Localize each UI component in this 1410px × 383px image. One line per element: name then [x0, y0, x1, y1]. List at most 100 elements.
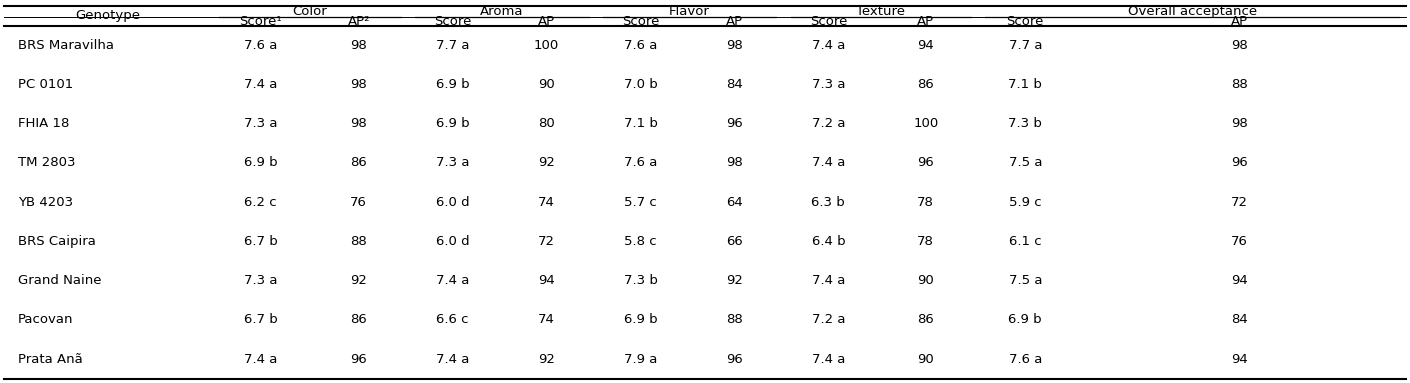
Text: 90: 90 [918, 274, 935, 287]
Text: 66: 66 [726, 235, 743, 248]
Text: 7.4 a: 7.4 a [436, 274, 470, 287]
Text: 96: 96 [1231, 157, 1248, 170]
Text: 7.5 a: 7.5 a [1008, 157, 1042, 170]
Text: 7.7 a: 7.7 a [436, 39, 470, 52]
Text: 7.2 a: 7.2 a [812, 117, 845, 130]
Text: 72: 72 [539, 235, 556, 248]
Text: Color: Color [292, 5, 327, 18]
Text: YB 4203: YB 4203 [18, 196, 73, 209]
Text: 6.1 c: 6.1 c [1010, 235, 1042, 248]
Text: 7.6 a: 7.6 a [1008, 353, 1042, 366]
Text: 98: 98 [1231, 39, 1248, 52]
Text: 7.1 b: 7.1 b [1008, 78, 1042, 91]
Text: 7.4 a: 7.4 a [812, 353, 845, 366]
Text: 7.6 a: 7.6 a [623, 157, 657, 170]
Text: Score: Score [434, 15, 471, 28]
Text: 6.9 b: 6.9 b [623, 313, 657, 326]
Text: 94: 94 [1231, 353, 1248, 366]
Text: 88: 88 [1231, 78, 1248, 91]
Text: BRS Caipira: BRS Caipira [18, 235, 96, 248]
Text: 94: 94 [1231, 274, 1248, 287]
Text: 7.7 a: 7.7 a [1008, 39, 1042, 52]
Text: 78: 78 [918, 235, 935, 248]
Text: 88: 88 [351, 235, 367, 248]
Text: 86: 86 [351, 313, 367, 326]
Text: 96: 96 [918, 157, 935, 170]
Text: 78: 78 [918, 196, 935, 209]
Text: 7.3 a: 7.3 a [244, 117, 278, 130]
Text: 5.8 c: 5.8 c [625, 235, 657, 248]
Text: 98: 98 [726, 39, 743, 52]
Text: PC 0101: PC 0101 [18, 78, 73, 91]
Text: 100: 100 [914, 117, 939, 130]
Text: 86: 86 [918, 313, 935, 326]
Text: 7.1 b: 7.1 b [623, 117, 657, 130]
Text: AP: AP [1231, 15, 1248, 28]
Text: AP: AP [916, 15, 935, 28]
Text: 96: 96 [726, 353, 743, 366]
Text: 98: 98 [726, 157, 743, 170]
Text: 7.5 a: 7.5 a [1008, 274, 1042, 287]
Text: AP: AP [726, 15, 743, 28]
Text: Score: Score [1007, 15, 1043, 28]
Text: Grand Naine: Grand Naine [18, 274, 102, 287]
Text: 7.6 a: 7.6 a [623, 39, 657, 52]
Text: 94: 94 [918, 39, 935, 52]
Text: 80: 80 [539, 117, 556, 130]
Text: Genotype: Genotype [75, 10, 141, 23]
Text: 5.7 c: 5.7 c [625, 196, 657, 209]
Text: 6.9 b: 6.9 b [436, 78, 470, 91]
Text: 6.2 c: 6.2 c [244, 196, 276, 209]
Text: 7.9 a: 7.9 a [623, 353, 657, 366]
Text: Flavor: Flavor [670, 5, 711, 18]
Text: 7.6 a: 7.6 a [244, 39, 278, 52]
Text: 74: 74 [539, 313, 556, 326]
Text: Score: Score [809, 15, 847, 28]
Text: 96: 96 [726, 117, 743, 130]
Text: 6.7 b: 6.7 b [244, 235, 278, 248]
Text: 6.9 b: 6.9 b [244, 157, 278, 170]
Text: AP²: AP² [347, 15, 369, 28]
Text: Pacovan: Pacovan [18, 313, 73, 326]
Text: 92: 92 [539, 353, 556, 366]
Text: 94: 94 [539, 274, 556, 287]
Text: 6.9 b: 6.9 b [1008, 313, 1042, 326]
Text: Aroma: Aroma [479, 5, 523, 18]
Text: 6.3 b: 6.3 b [812, 196, 845, 209]
Text: 96: 96 [351, 353, 367, 366]
Text: 86: 86 [918, 78, 935, 91]
Text: 5.9 c: 5.9 c [1010, 196, 1042, 209]
Text: 7.2 a: 7.2 a [812, 313, 845, 326]
Text: 6.9 b: 6.9 b [436, 117, 470, 130]
Text: 84: 84 [726, 78, 743, 91]
Text: 6.4 b: 6.4 b [812, 235, 845, 248]
Text: 7.3 a: 7.3 a [812, 78, 845, 91]
Text: 7.4 a: 7.4 a [812, 157, 845, 170]
Text: 90: 90 [918, 353, 935, 366]
Text: 7.4 a: 7.4 a [244, 353, 278, 366]
Text: 98: 98 [351, 39, 367, 52]
Text: 72: 72 [1231, 196, 1248, 209]
Text: Overall acceptance: Overall acceptance [1128, 5, 1256, 18]
Text: 6.7 b: 6.7 b [244, 313, 278, 326]
Text: 98: 98 [351, 117, 367, 130]
Text: AP: AP [539, 15, 556, 28]
Text: 7.4 a: 7.4 a [812, 274, 845, 287]
Text: 6.6 c: 6.6 c [437, 313, 470, 326]
Text: Score: Score [622, 15, 660, 28]
Text: 7.0 b: 7.0 b [623, 78, 657, 91]
Text: Texture: Texture [856, 5, 905, 18]
Text: 7.4 a: 7.4 a [436, 353, 470, 366]
Text: 64: 64 [726, 196, 743, 209]
Text: FHIA 18: FHIA 18 [18, 117, 69, 130]
Text: 6.0 d: 6.0 d [436, 196, 470, 209]
Text: 92: 92 [726, 274, 743, 287]
Text: BRS Maravilha: BRS Maravilha [18, 39, 114, 52]
Text: 7.3 b: 7.3 b [1008, 117, 1042, 130]
Text: 7.3 b: 7.3 b [623, 274, 657, 287]
Text: 92: 92 [350, 274, 367, 287]
Text: 84: 84 [1231, 313, 1248, 326]
Text: 76: 76 [350, 196, 367, 209]
Text: 100: 100 [534, 39, 560, 52]
Text: 6.0 d: 6.0 d [436, 235, 470, 248]
